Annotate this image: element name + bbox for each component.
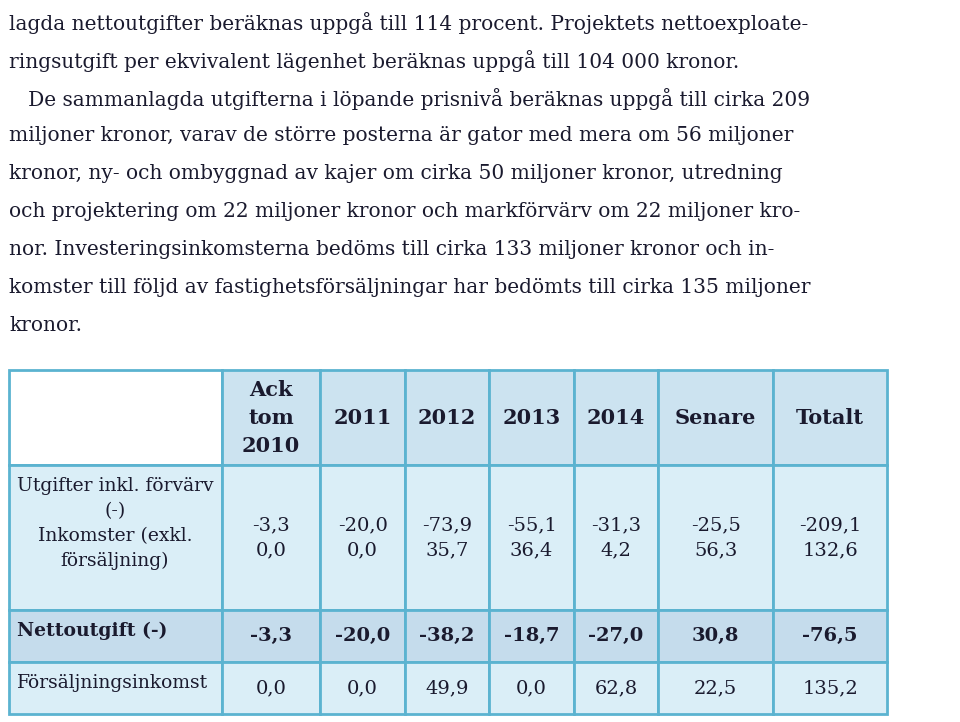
Bar: [321, 465, 405, 610]
Bar: [574, 370, 659, 465]
Text: ringsutgift per ekvivalent lägenhet beräknas uppgå till 104 000 kronor.: ringsutgift per ekvivalent lägenhet berä…: [10, 50, 739, 72]
Text: 0,0: 0,0: [516, 679, 547, 697]
Text: -209,1
132,6: -209,1 132,6: [799, 516, 861, 559]
Text: 135,2: 135,2: [803, 679, 858, 697]
Text: 0,0: 0,0: [255, 679, 286, 697]
Text: 2013: 2013: [502, 407, 561, 427]
Text: -38,2: -38,2: [420, 627, 475, 645]
Text: Utgifter inkl. förvärv
(-)
Inkomster (exkl.
försäljning): Utgifter inkl. förvärv (-) Inkomster (ex…: [16, 477, 213, 570]
Bar: [222, 662, 321, 714]
Bar: [405, 662, 490, 714]
Text: -25,5
56,3: -25,5 56,3: [690, 516, 740, 559]
Text: kronor.: kronor.: [10, 316, 83, 335]
Bar: [659, 370, 773, 465]
Text: Totalt: Totalt: [796, 407, 864, 427]
Bar: [574, 465, 659, 610]
Text: -3,3: -3,3: [250, 627, 292, 645]
Bar: [405, 465, 490, 610]
Text: 2012: 2012: [418, 407, 476, 427]
Text: -27,0: -27,0: [588, 627, 644, 645]
Bar: [574, 610, 659, 662]
Text: -18,7: -18,7: [504, 627, 560, 645]
Bar: [773, 465, 887, 610]
Bar: [222, 610, 321, 662]
Text: 22,5: 22,5: [694, 679, 737, 697]
Bar: [10, 610, 222, 662]
Text: 30,8: 30,8: [692, 627, 739, 645]
Text: lagda nettoutgifter beräknas uppgå till 114 procent. Projektets nettoexploate-: lagda nettoutgifter beräknas uppgå till …: [10, 12, 808, 34]
Bar: [490, 610, 574, 662]
Bar: [773, 662, 887, 714]
Text: Ack
tom
2010: Ack tom 2010: [242, 380, 300, 456]
Bar: [773, 610, 887, 662]
Bar: [659, 465, 773, 610]
Text: komster till följd av fastighetsförsäljningar har bedömts till cirka 135 miljone: komster till följd av fastighetsförsäljn…: [10, 278, 811, 297]
Bar: [490, 370, 574, 465]
Bar: [321, 370, 405, 465]
Bar: [10, 465, 222, 610]
Text: 62,8: 62,8: [594, 679, 637, 697]
Text: 49,9: 49,9: [425, 679, 468, 697]
Bar: [405, 610, 490, 662]
Text: -20,0
0,0: -20,0 0,0: [338, 516, 388, 559]
Bar: [10, 370, 222, 465]
Text: Nettoutgift (-): Nettoutgift (-): [16, 622, 167, 640]
Bar: [321, 662, 405, 714]
Bar: [659, 662, 773, 714]
Bar: [574, 662, 659, 714]
Text: -73,9
35,7: -73,9 35,7: [422, 516, 472, 559]
Bar: [490, 662, 574, 714]
Bar: [222, 465, 321, 610]
Text: 0,0: 0,0: [348, 679, 378, 697]
Text: De sammanlagda utgifterna i löpande prisnivå beräknas uppgå till cirka 209: De sammanlagda utgifterna i löpande pris…: [10, 88, 810, 110]
Text: nor. Investeringsinkomsterna bedöms till cirka 133 miljoner kronor och in-: nor. Investeringsinkomsterna bedöms till…: [10, 240, 775, 259]
Bar: [405, 370, 490, 465]
Text: kronor, ny- och ombyggnad av kajer om cirka 50 miljoner kronor, utredning: kronor, ny- och ombyggnad av kajer om ci…: [10, 164, 783, 183]
Text: och projektering om 22 miljoner kronor och markförvärv om 22 miljoner kro-: och projektering om 22 miljoner kronor o…: [10, 202, 801, 221]
Text: -76,5: -76,5: [803, 627, 858, 645]
Text: Senare: Senare: [675, 407, 756, 427]
Text: 2011: 2011: [333, 407, 392, 427]
Text: -20,0: -20,0: [335, 627, 390, 645]
Bar: [773, 370, 887, 465]
Text: miljoner kronor, varav de större posterna är gator med mera om 56 miljoner: miljoner kronor, varav de större postern…: [10, 126, 794, 145]
Text: 2014: 2014: [587, 407, 645, 427]
Bar: [490, 465, 574, 610]
Text: -3,3
0,0: -3,3 0,0: [252, 516, 290, 559]
Bar: [222, 370, 321, 465]
Bar: [321, 610, 405, 662]
Bar: [10, 662, 222, 714]
Text: Försäljningsinkomst: Försäljningsinkomst: [16, 674, 208, 692]
Bar: [659, 610, 773, 662]
Text: -55,1
36,4: -55,1 36,4: [507, 516, 557, 559]
Text: -31,3
4,2: -31,3 4,2: [591, 516, 641, 559]
